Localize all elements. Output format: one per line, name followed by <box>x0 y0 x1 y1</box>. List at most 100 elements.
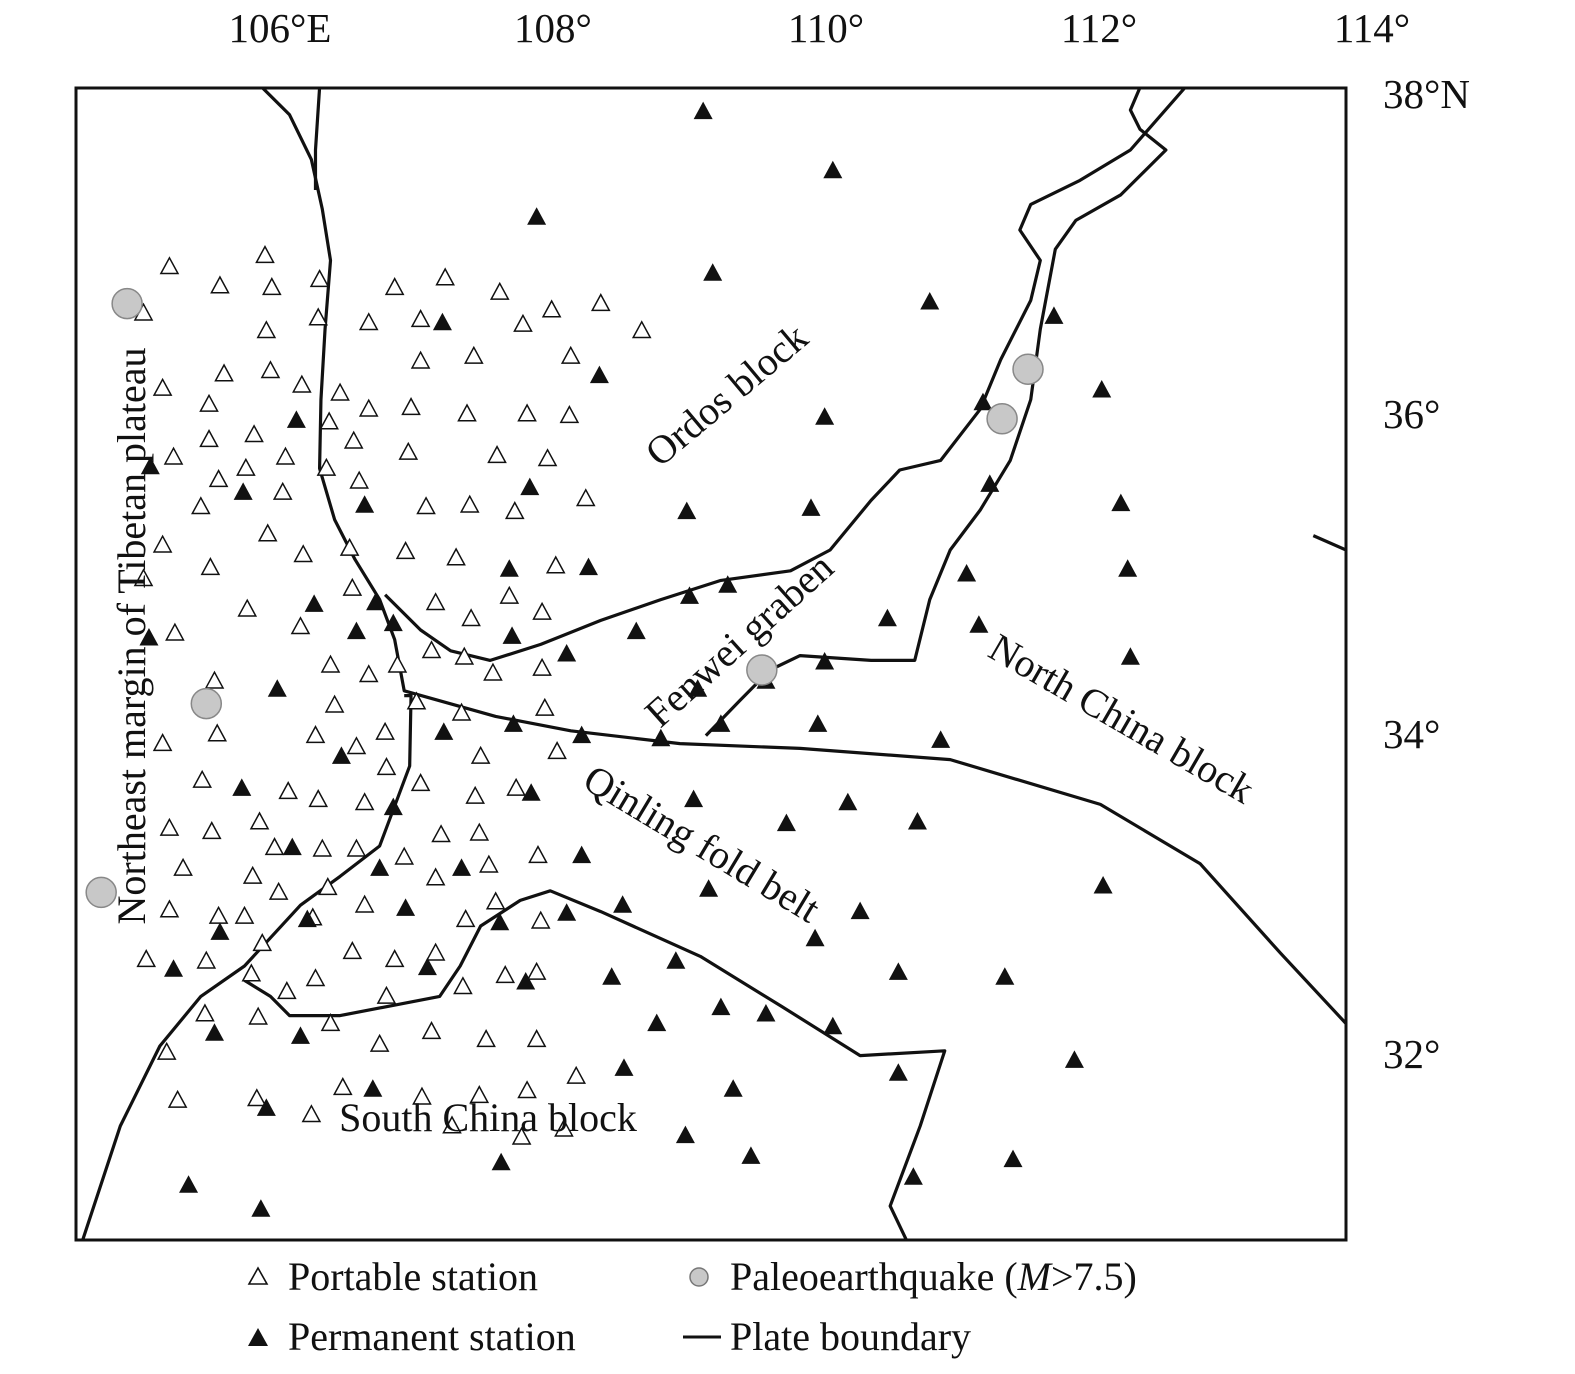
portable-station-marker <box>173 857 193 876</box>
plate-boundary-line <box>383 88 1187 663</box>
portable-station-marker <box>410 773 431 792</box>
portable-station-marker <box>278 781 299 800</box>
legend-permanent-label: Permanent station <box>288 1314 576 1359</box>
plate-boundaries <box>81 88 1346 1240</box>
portable-station-marker <box>412 1086 432 1105</box>
portable-station-marker <box>537 448 558 467</box>
portable-station-marker <box>575 488 596 507</box>
permanent-station-marker <box>823 1016 843 1035</box>
legend-portable-icon <box>247 1266 269 1285</box>
portable-station-marker <box>136 949 157 968</box>
portable-station-marker <box>242 865 263 884</box>
portable-station-marker <box>255 245 275 264</box>
permanent-station-marker <box>838 792 858 811</box>
permanent-station-marker <box>490 912 510 931</box>
paleoearthquake-marker <box>1012 353 1044 385</box>
permanent-station-marker <box>297 909 317 928</box>
portable-station-marker <box>421 640 442 659</box>
portable-station-marker <box>410 350 431 369</box>
paleoearthquake-marker <box>746 654 778 686</box>
permanent-station-marker <box>903 1167 923 1185</box>
portable-station-marker <box>559 405 580 424</box>
permanent-station-marker <box>383 613 403 632</box>
portable-station-marker <box>317 877 338 896</box>
portable-station-marker <box>453 976 473 995</box>
portable-station-marker <box>330 382 350 401</box>
portable-station-marker <box>358 398 379 417</box>
portable-station-marker <box>293 544 314 563</box>
permanent-station-marker <box>647 1013 667 1032</box>
plate-boundary-line <box>243 889 947 1240</box>
paleoearthquakes <box>85 287 1044 909</box>
permanent-station-marker <box>286 410 306 428</box>
portable-station-marker <box>469 822 490 841</box>
portable-station-marker <box>421 1021 442 1040</box>
permanent-station-marker <box>572 725 592 744</box>
portable-station-marker <box>167 1089 188 1108</box>
portable-station-marker <box>199 393 219 412</box>
permanent-station-marker <box>256 1098 276 1116</box>
portable-station-marker <box>517 403 537 422</box>
portable-station-marker <box>332 1077 353 1096</box>
permanent-station-marker <box>1003 1149 1023 1168</box>
permanent-station-marker <box>815 407 835 425</box>
portable-station-marker <box>358 664 379 683</box>
portable-station-marker <box>530 910 551 929</box>
portable-station-marker <box>309 269 330 288</box>
portable-station-marker <box>376 757 397 776</box>
portable-station-marker <box>152 733 173 752</box>
permanent-station-marker <box>888 962 908 980</box>
portable-station-marker <box>354 792 375 811</box>
portable-station-marker <box>369 1033 390 1052</box>
y-tick-label: 38°N <box>1383 71 1470 117</box>
portable-station-marker <box>489 281 510 300</box>
permanent-station-marker <box>520 477 540 496</box>
permanent-station-marker <box>980 474 1000 492</box>
portable-station-marker <box>261 277 282 296</box>
portable-station-marker <box>192 769 213 788</box>
portable-station-marker <box>410 309 431 328</box>
permanent-station-marker <box>179 1175 199 1193</box>
permanent-station-marker <box>920 292 940 310</box>
portable-station-marker <box>465 785 486 804</box>
portable-station-marker <box>195 1003 215 1022</box>
permanent-station-marker <box>688 679 708 697</box>
permanent-station-marker <box>776 813 796 832</box>
portable-station-marker <box>165 622 185 641</box>
portable-station-marker <box>395 541 416 560</box>
label-ordos-block: Ordos block <box>637 314 817 475</box>
permanent-station-marker <box>677 501 697 520</box>
portable-station-marker <box>387 654 408 673</box>
plate-boundary-line <box>704 88 1168 737</box>
portable-station-marker <box>159 817 180 836</box>
permanent-station-marker <box>907 812 927 830</box>
x-tick-label: 108° <box>514 5 592 51</box>
permanent-station-marker <box>452 858 472 876</box>
portable-station-marker <box>485 891 506 910</box>
permanent-station-marker <box>572 845 592 864</box>
portable-station-marker <box>210 275 230 294</box>
portable-station-marker <box>346 838 367 857</box>
portable-station-marker <box>425 592 446 611</box>
permanent-station-marker <box>527 207 547 225</box>
portable-station-marker <box>246 1088 267 1107</box>
permanent-station-marker <box>417 957 437 976</box>
portable-station-marker <box>163 446 184 465</box>
portable-station-marker <box>339 537 360 556</box>
portable-station-marker <box>560 345 581 364</box>
portable-station-marker <box>305 968 326 987</box>
permanent-station-marker <box>711 714 731 732</box>
portable-station-marker <box>201 821 222 840</box>
permanent-station-marker <box>931 730 951 748</box>
permanent-station-marker <box>232 778 252 796</box>
portable-station-marker <box>319 411 339 430</box>
permanent-station-marker <box>499 559 519 577</box>
permanent-station-marker <box>969 615 989 633</box>
portable-station-marker <box>547 741 567 760</box>
portable-station-marker <box>435 267 455 286</box>
permanent-station-marker <box>383 797 403 816</box>
portable-station-marker <box>541 299 562 318</box>
permanent-station-marker <box>723 1079 743 1097</box>
paleoearthquake-marker <box>986 403 1018 435</box>
portable-station-marker <box>479 854 499 873</box>
